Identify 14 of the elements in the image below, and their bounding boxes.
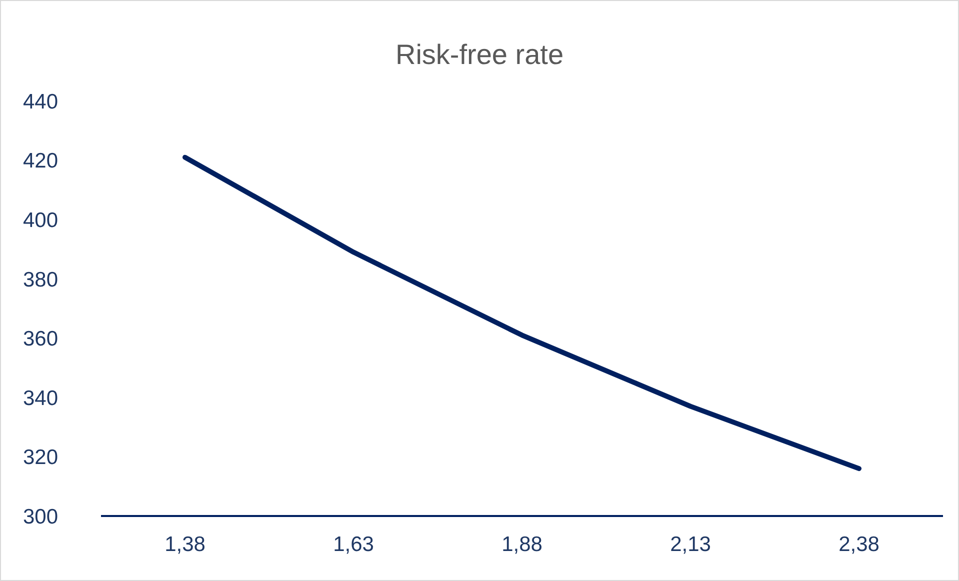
- y-tick-label: 300: [23, 505, 58, 528]
- chart-title: Risk-free rate: [394, 39, 565, 71]
- y-tick-label: 360: [23, 328, 58, 351]
- x-tick-label: 2,38: [838, 532, 880, 556]
- x-tick-label: 1,88: [502, 532, 542, 556]
- y-tick-label: 380: [23, 268, 58, 292]
- y-tick-label: 340: [23, 386, 58, 410]
- y-tick-label: 400: [23, 209, 58, 232]
- x-tick-label: 1,38: [164, 532, 206, 556]
- y-tick-label: 420: [23, 150, 58, 173]
- x-tick-label: 1,63: [333, 532, 374, 556]
- y-tick-label: 440: [23, 90, 58, 114]
- x-tick-label: 2,13: [670, 532, 711, 556]
- y-tick-label: 320: [23, 446, 58, 470]
